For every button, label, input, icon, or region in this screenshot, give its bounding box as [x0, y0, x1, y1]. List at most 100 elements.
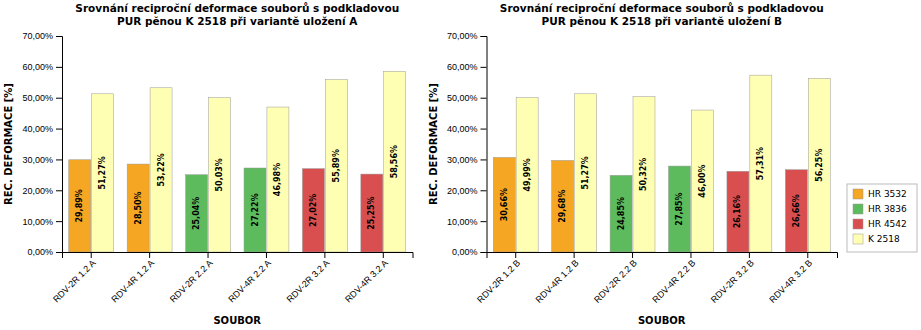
legend-frame: [847, 184, 917, 252]
bar: [302, 169, 324, 252]
panel: 30,66%29,68%24,85%27,85%26,16%26,66%49,9…: [428, 2, 918, 326]
bar: [127, 164, 149, 252]
x-axis: RDV-2R 1.2 BRDV-4R 1.2 BRDV-2R 2.2 BRDV-…: [475, 252, 837, 305]
x-tick-label: RDV-4R 3.2 A: [343, 258, 390, 305]
bar: [552, 160, 574, 252]
data-label: 53,22%: [157, 153, 166, 186]
x-tick: RDV-2R 1.2 A: [51, 252, 98, 304]
x-tick: RDV-4R 1.2 A: [109, 252, 156, 304]
y-tick-label: 60,00%: [447, 62, 478, 72]
bar: [808, 78, 830, 252]
x-tick-mark: [749, 252, 750, 258]
x-tick-mark: [515, 252, 516, 258]
legend-label: HR 3836: [868, 204, 907, 214]
legend-item: HR 3836: [853, 204, 907, 214]
y-tick-label: 40,00%: [22, 124, 53, 134]
x-tick-mark: [632, 252, 633, 258]
x-tick-label: RDV-4R 3.2 B: [767, 258, 814, 305]
legend-swatch: [853, 219, 863, 229]
x-tick-mark: [149, 252, 150, 258]
bar: [750, 75, 772, 252]
x-tick: RDV-4R 2.2 B: [650, 252, 697, 305]
legend-label: HR 3532: [868, 189, 907, 199]
x-tick-label: RDV-4R 1.2 A: [109, 258, 156, 305]
bar: [325, 80, 347, 252]
y-tick-label: 0,00%: [452, 247, 478, 257]
x-tick-label: RDV-2R 3.2 B: [709, 258, 756, 305]
x-tick: RDV-2R 3.2 B: [709, 252, 756, 305]
x-axis-title: SOUBOR: [638, 315, 686, 326]
bar: [384, 71, 406, 252]
y-tick: 40,00%: [22, 124, 62, 134]
data-label: 26,16%: [733, 195, 742, 228]
x-tick-label: RDV-4R 1.2 B: [534, 258, 581, 305]
bar: [69, 160, 91, 252]
bar: [361, 174, 383, 252]
y-tick: 20,00%: [447, 186, 487, 196]
bar: [727, 171, 749, 252]
y-tick-mark: [481, 221, 487, 222]
legend-swatch: [853, 204, 863, 214]
bar: [575, 94, 597, 252]
data-label: 28,50%: [134, 191, 143, 224]
y-axis: 0,00%10,00%20,00%30,00%40,00%50,00%60,00…: [22, 31, 62, 257]
x-tick: RDV-4R 2.2 A: [226, 252, 273, 304]
y-tick-mark: [56, 159, 62, 160]
data-label: 25,04%: [192, 197, 201, 230]
y-tick: 30,00%: [447, 155, 487, 165]
y-tick: 60,00%: [447, 62, 487, 72]
bar: [208, 98, 230, 252]
y-tick-label: 20,00%: [22, 186, 53, 196]
y-tick-mark: [56, 67, 62, 68]
x-tick: RDV-4R 3.2 A: [343, 252, 390, 304]
data-label: 24,85%: [617, 197, 626, 230]
x-tick-label: RDV-2R 2.2 A: [168, 258, 215, 305]
data-label: 29,89%: [75, 189, 84, 222]
bar: [244, 168, 266, 252]
x-tick-mark: [91, 252, 92, 258]
x-tick-mark: [807, 252, 808, 258]
x-tick-mark: [574, 252, 575, 258]
y-axis-line: [56, 37, 63, 253]
data-label: 49,99%: [523, 158, 532, 191]
data-labels: 29,89%28,50%25,04%27,22%27,02%25,25%51,2…: [75, 145, 399, 230]
x-tick: RDV-2R 2.2 B: [592, 252, 639, 305]
data-label: 27,85%: [675, 192, 684, 225]
bar: [493, 157, 515, 252]
bar: [691, 110, 713, 252]
bar: [267, 107, 289, 252]
data-label: 29,68%: [558, 190, 567, 223]
title: Srovnání reciproční deformace souborů s …: [500, 2, 824, 27]
y-tick: 10,00%: [447, 217, 487, 227]
bars: [69, 71, 406, 252]
bar: [785, 170, 807, 252]
x-tick: RDV-2R 3.2 A: [285, 252, 332, 304]
y-tick-mark: [481, 129, 487, 130]
y-tick-label: 50,00%: [447, 93, 478, 103]
x-tick-label: RDV-4R 2.2 B: [650, 258, 697, 305]
bar: [92, 94, 114, 252]
legend-label: K 2518: [868, 234, 900, 244]
y-tick-label: 30,00%: [22, 155, 53, 165]
y-axis-title: REC. DEFORMACE [%]: [428, 83, 439, 205]
y-tick-mark: [481, 98, 487, 99]
bar: [610, 175, 632, 252]
x-tick: RDV-2R 1.2 B: [475, 252, 522, 305]
x-tick: RDV-2R 2.2 A: [168, 252, 215, 304]
data-label: 25,25%: [367, 196, 376, 229]
legend-item: HR 4542: [853, 219, 907, 229]
y-tick-mark: [481, 252, 487, 253]
y-tick-label: 70,00%: [22, 31, 53, 41]
y-tick: 10,00%: [22, 217, 62, 227]
legend-label: HR 4542: [868, 219, 907, 229]
data-label: 50,03%: [215, 158, 224, 191]
y-tick-mark: [481, 190, 487, 191]
x-axis-line: [487, 253, 838, 259]
y-axis-line: [481, 37, 488, 253]
data-label: 46,00%: [698, 164, 707, 197]
bar: [669, 166, 691, 252]
data-labels: 30,66%29,68%24,85%27,85%26,16%26,66%49,9…: [500, 147, 824, 230]
x-tick-mark: [324, 252, 325, 258]
y-tick: 50,00%: [447, 93, 487, 103]
y-tick-label: 30,00%: [447, 155, 478, 165]
